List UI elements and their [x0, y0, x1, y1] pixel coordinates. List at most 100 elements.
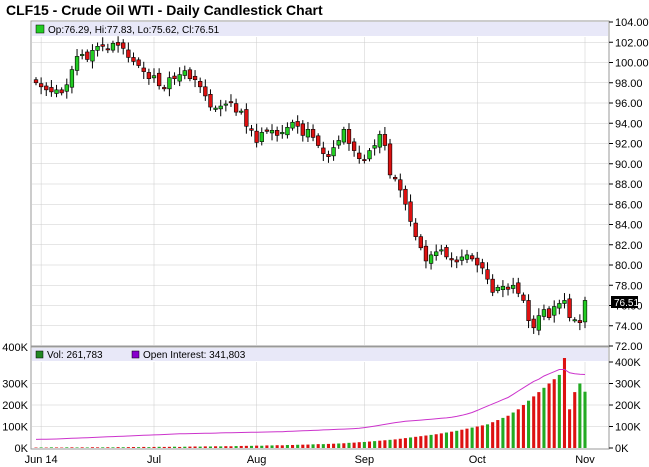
candle-body-down — [526, 300, 531, 321]
candle — [464, 249, 470, 264]
volume-bar — [193, 446, 197, 448]
volume-y-tick-label-left: 400K — [2, 342, 28, 354]
volume-bar — [439, 433, 443, 448]
candle-body-up — [90, 50, 95, 62]
candle — [310, 124, 316, 142]
candle — [423, 239, 429, 269]
volume-bar — [362, 441, 366, 448]
candle — [582, 296, 588, 329]
candle — [121, 39, 126, 55]
volume-bar — [506, 415, 510, 448]
candle-body-down — [521, 294, 526, 301]
volume-info-swatch — [35, 350, 44, 359]
volume-bar — [260, 445, 264, 448]
candle-body-down — [249, 128, 254, 131]
volume-bar — [568, 409, 572, 448]
volume-bar — [275, 445, 279, 448]
candle — [557, 299, 562, 315]
candle — [444, 244, 449, 260]
volume-bar — [419, 436, 423, 448]
candle — [475, 251, 480, 273]
price-y-tick-label: 104.00 — [615, 17, 649, 29]
candle-body-down — [485, 269, 490, 280]
candle-body-down — [126, 49, 131, 58]
volume-bar — [214, 446, 218, 448]
candle-body-up — [331, 147, 336, 157]
candle-body-down — [172, 75, 177, 79]
open-interest-line — [35, 369, 586, 440]
candle-body-down — [33, 79, 39, 84]
candle — [177, 67, 182, 87]
volume-bar — [557, 374, 561, 448]
volume-panel: Vol: 261,783 Open Interest: 341,803 400K… — [2, 342, 641, 455]
candle-body-down — [192, 75, 198, 81]
candle-body-up — [439, 249, 444, 252]
candle-body-up — [428, 254, 434, 264]
volume-y-tick-label-left: 300K — [2, 379, 28, 391]
candle-body-down — [403, 188, 408, 205]
candle-body-up — [239, 110, 244, 113]
candle-body-up — [552, 306, 557, 316]
volume-bar — [85, 447, 89, 448]
volume-bar — [75, 447, 79, 448]
candle-body-up — [377, 134, 382, 148]
volume-info-bar — [32, 348, 608, 361]
volume-bar — [152, 446, 156, 448]
volume-bar — [65, 447, 69, 448]
volume-bar — [537, 392, 541, 448]
volume-bar — [562, 358, 567, 448]
candle — [38, 77, 44, 95]
candle-body-down — [254, 130, 259, 143]
candle — [259, 127, 264, 146]
volume-bar — [188, 446, 192, 448]
candle — [485, 262, 490, 285]
price-y-tick-label: 84.00 — [615, 220, 643, 232]
price-y-tick-label: 78.00 — [615, 280, 643, 292]
candle — [269, 124, 275, 141]
volume-y-tick-label-right: 0K — [615, 443, 629, 455]
volume-bar — [234, 446, 238, 448]
volume-bar — [444, 432, 449, 448]
volume-bar — [178, 446, 182, 448]
price-y-tick-label: 74.00 — [615, 321, 643, 333]
price-y-tick-label: 90.00 — [615, 159, 643, 171]
candle — [577, 314, 583, 331]
ohlc-info-bar — [32, 22, 608, 36]
candle-body-up — [259, 132, 264, 142]
candle — [562, 293, 567, 309]
candle — [526, 294, 531, 329]
candle — [552, 300, 557, 323]
candle — [131, 52, 136, 66]
candle-body-down — [577, 320, 583, 324]
volume-bar — [527, 400, 531, 448]
price-y-tick-label: 86.00 — [615, 199, 643, 211]
candle-body-down — [244, 109, 249, 127]
candle — [295, 115, 300, 134]
candle — [495, 284, 500, 294]
candle — [531, 315, 536, 334]
candle — [275, 126, 280, 142]
candle-body-down — [300, 123, 305, 136]
candle — [290, 119, 295, 131]
candle-body-down — [418, 236, 423, 249]
oi-info-swatch — [131, 350, 140, 359]
volume-bar-series — [34, 358, 587, 448]
volume-bar — [388, 439, 392, 448]
candle-body-down — [203, 86, 208, 97]
candle — [341, 126, 346, 145]
volume-bar — [219, 446, 223, 448]
volume-bar — [39, 447, 43, 448]
volume-bar — [183, 446, 187, 448]
volume-y-tick-label-left: 100K — [2, 422, 28, 434]
candle-body-up — [110, 42, 116, 51]
candle-body-down — [516, 282, 521, 294]
candle — [500, 280, 506, 298]
candle-body-down — [316, 135, 321, 146]
candle-body-down — [141, 67, 146, 72]
candle — [367, 148, 372, 162]
volume-bar — [265, 445, 269, 448]
candle — [233, 98, 239, 116]
volume-bar — [347, 442, 351, 448]
volume-bar — [147, 447, 151, 448]
candle-body-down — [449, 258, 454, 261]
